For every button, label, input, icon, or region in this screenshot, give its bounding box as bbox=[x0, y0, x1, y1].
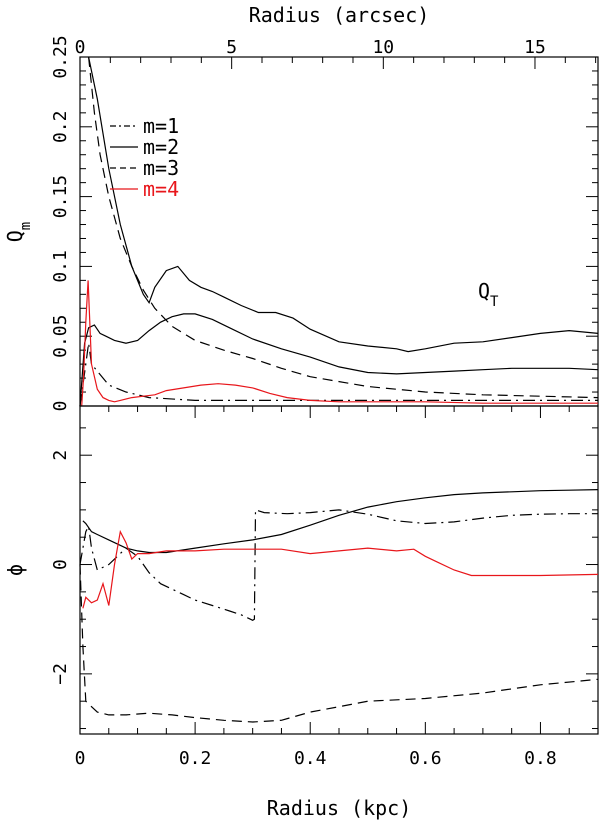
top-panel: Radius (arcsec) QT 00.050.10.150.20.25 0 5… bbox=[3, 3, 599, 411]
legend-label: m=2 bbox=[143, 135, 179, 159]
legend-label: m=1 bbox=[143, 114, 179, 138]
xtick-label: 0 bbox=[75, 748, 86, 769]
top-series-m-4 bbox=[81, 280, 598, 407]
top-y-axis-label: Qm bbox=[3, 222, 34, 242]
qt-annotation: QT bbox=[478, 279, 499, 310]
xtick-label: 0.8 bbox=[524, 748, 557, 769]
top-ytick-label: 0.2 bbox=[50, 111, 71, 144]
legend-label: m=3 bbox=[143, 156, 179, 180]
top-series-q-t bbox=[88, 56, 599, 353]
top-panel-series bbox=[79, 56, 599, 407]
bottom-ytick-label: 2 bbox=[50, 450, 71, 461]
top-ytick-label: 0.1 bbox=[50, 250, 71, 283]
legend: m=1m=2m=3m=4 bbox=[110, 114, 179, 201]
bottom-series-m-4 bbox=[82, 529, 599, 609]
bottom-panel-frame bbox=[79, 405, 599, 735]
bottom-y-axis-label: ϕ bbox=[3, 564, 27, 576]
top-ytick-label: 0.05 bbox=[50, 315, 71, 358]
top-xtick-label: 15 bbox=[524, 37, 546, 58]
xtick-label: 0.6 bbox=[409, 748, 442, 769]
top-ytick-label: 0.15 bbox=[50, 175, 71, 218]
xtick-label: 0.4 bbox=[294, 748, 327, 769]
xtick-label: 0.2 bbox=[179, 748, 212, 769]
top-panel-frame bbox=[79, 56, 599, 407]
top-ytick-label: 0.25 bbox=[50, 35, 71, 78]
top-xtick-label: 0 bbox=[75, 37, 86, 58]
bottom-series-m-2 bbox=[82, 489, 599, 554]
bottom-ytick-label: −2 bbox=[50, 663, 71, 685]
bottom-ytick-label: 0 bbox=[50, 559, 71, 570]
x-axis-label: Radius (kpc) bbox=[267, 796, 412, 820]
legend-label: m=4 bbox=[143, 177, 179, 201]
top-panel-ticks: 00.050.10.150.20.25 0 5 10 15 bbox=[50, 35, 598, 411]
top-xtick-label: 10 bbox=[372, 37, 394, 58]
top-series-m-2 bbox=[79, 313, 599, 407]
top-xtick-label: 5 bbox=[226, 37, 237, 58]
top-ytick-label: 0 bbox=[50, 401, 71, 412]
bottom-panel-ticks: 0 0.2 0.4 0.6 0.8 −2 0 2 bbox=[50, 406, 598, 769]
bottom-panel-series bbox=[79, 489, 599, 723]
top-series-m-1 bbox=[79, 343, 598, 407]
bottom-series-m-1 bbox=[79, 509, 598, 621]
top-axis-label: Radius (arcsec) bbox=[249, 3, 430, 27]
bottom-panel: 0 0.2 0.4 0.6 0.8 −2 0 2 ϕ Radius (kpc) bbox=[3, 405, 599, 820]
bottom-series-m-3 bbox=[79, 564, 599, 723]
top-series-m-3 bbox=[88, 56, 599, 399]
